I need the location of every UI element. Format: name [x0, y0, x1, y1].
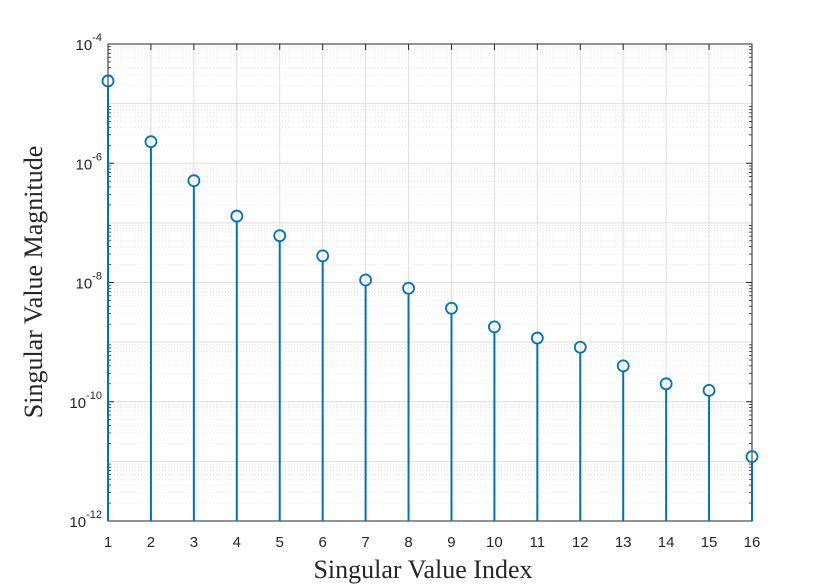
stem-marker [230, 209, 244, 223]
stem-marker [487, 320, 501, 334]
x-tick-label: 15 [701, 534, 718, 551]
data-series [101, 74, 759, 521]
y-tick-label: 10-6 [76, 151, 102, 173]
stem-marker [273, 229, 287, 243]
stem-marker [101, 74, 115, 88]
y-tick-label: 10-4 [76, 32, 102, 54]
stem-marker [702, 384, 716, 397]
stem-marker [616, 359, 630, 373]
x-tick-labels: 1 2 3 4 5 6 7 8 9 10 11 12 13 14 15 16 [104, 534, 761, 551]
y-tick-label: 10-8 [76, 271, 102, 293]
x-tick-label: 4 [233, 534, 241, 551]
x-tick-label: 6 [318, 534, 326, 551]
stem-marker [359, 273, 373, 287]
x-tick-label: 9 [447, 534, 455, 551]
x-tick-label: 13 [615, 534, 632, 551]
x-tick-label: 10 [486, 534, 503, 551]
stem-marker [530, 331, 544, 345]
stem-marker [573, 340, 587, 354]
x-tick-label: 5 [276, 534, 284, 551]
x-tick-label: 14 [658, 534, 675, 551]
y-tick-label: 10-10 [69, 390, 102, 412]
x-tick-label: 11 [530, 534, 546, 551]
stem-marker [144, 135, 158, 149]
x-tick-label: 16 [744, 534, 761, 551]
stem-marker [745, 450, 759, 464]
x-axis-title: Singular Value Index [313, 555, 532, 584]
x-tick-label: 2 [147, 534, 155, 551]
y-tick-labels: 10-12 10-10 10-8 10-6 10-4 [69, 32, 102, 531]
stem-marker [187, 174, 201, 188]
x-tick-label: 8 [404, 534, 412, 551]
y-tick-label: 10-12 [69, 509, 102, 531]
stem-marker [445, 301, 458, 315]
x-tick-label: 7 [361, 534, 369, 551]
stem-marker [402, 281, 415, 295]
x-tick-label: 12 [572, 534, 589, 551]
stem-marker [659, 377, 673, 391]
minor-grid [108, 46, 752, 504]
stem-marker [316, 249, 330, 263]
x-tick-label: 1 [104, 534, 112, 551]
y-axis-title: Singular Value Magnitude [19, 146, 48, 418]
x-tick-label: 3 [190, 534, 198, 551]
